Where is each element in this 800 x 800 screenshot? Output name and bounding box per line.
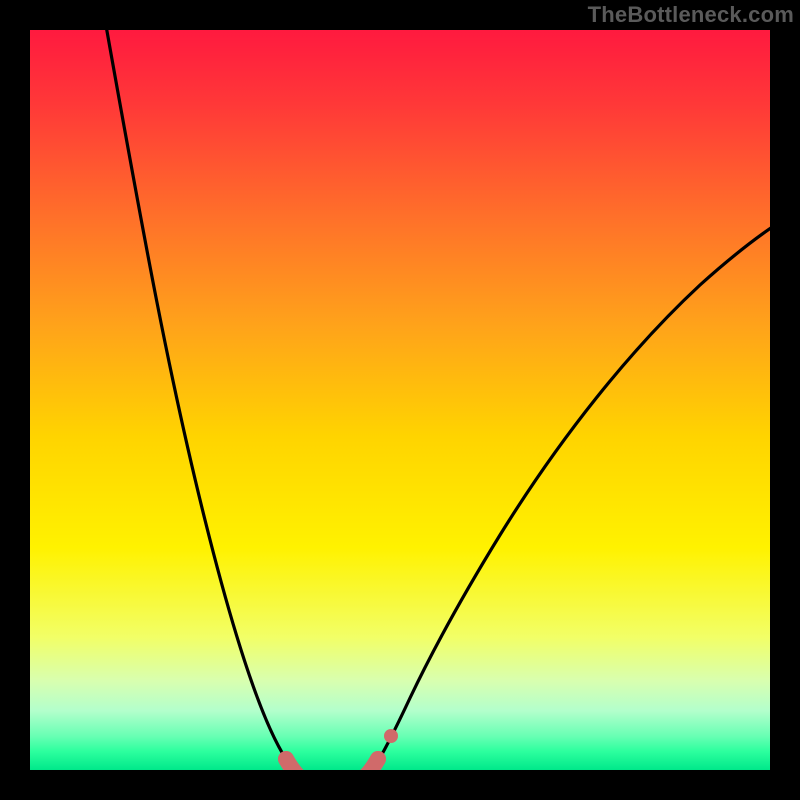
curve-layer (30, 30, 770, 770)
trough-dot-extra (384, 729, 398, 743)
v-curve (105, 30, 770, 770)
watermark-text: TheBottleneck.com (588, 2, 794, 28)
plot-area (30, 30, 770, 770)
trough-highlight (286, 759, 378, 770)
chart-root: TheBottleneck.com (0, 0, 800, 800)
trough-dot-left (278, 751, 294, 767)
trough-dot-right (370, 751, 386, 767)
